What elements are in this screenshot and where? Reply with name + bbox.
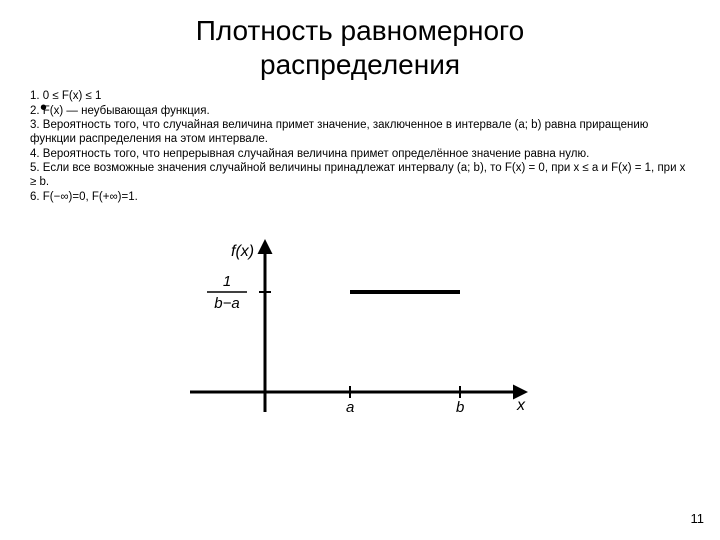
svg-text:b: b <box>456 399 464 416</box>
slide-title: Плотность равномерного распределения <box>0 0 720 81</box>
property-4: 4. Вероятность того, что непрерывная слу… <box>30 147 690 161</box>
pdf-diagram: f(x) x a b 1 b−a <box>0 232 720 437</box>
svg-text:a: a <box>346 399 354 416</box>
property-2: 2. F(x) — неубывающая функция. <box>30 104 690 118</box>
svg-text:1: 1 <box>223 273 231 290</box>
svg-text:x: x <box>516 397 526 414</box>
property-1: 1. 0 ≤ F(x) ≤ 1 <box>30 89 690 103</box>
svg-text:f(x): f(x) <box>231 243 254 260</box>
title-line-1: Плотность равномерного <box>0 14 720 48</box>
svg-text:b−a: b−a <box>214 295 239 312</box>
property-6: 6. F(−∞)=0, F(+∞)=1. <box>30 190 690 204</box>
title-line-2: распределения <box>0 48 720 82</box>
property-3: 3. Вероятность того, что случайная велич… <box>30 118 690 147</box>
page-number: 11 <box>691 511 705 526</box>
property-5: 5. Если все возможные значения случайной… <box>30 161 690 190</box>
properties-block: 1. 0 ≤ F(x) ≤ 1 2. F(x) — неубывающая фу… <box>0 81 720 204</box>
pdf-diagram-svg: f(x) x a b 1 b−a <box>180 232 540 432</box>
